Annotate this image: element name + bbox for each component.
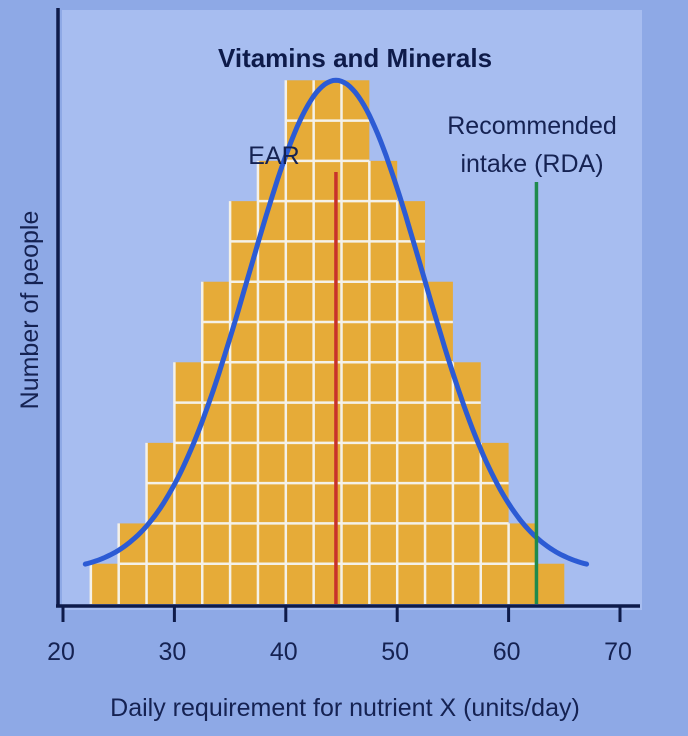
bar [368, 160, 398, 604]
x-tick-label: 50 [381, 638, 409, 666]
bar [535, 563, 565, 604]
bar [173, 362, 203, 604]
bar-fill [536, 563, 565, 604]
bar [117, 523, 147, 604]
x-tick-label: 40 [270, 638, 298, 666]
rda-label-line: intake (RDA) [460, 150, 603, 178]
y-axis-label: Number of people [16, 211, 44, 410]
x-tick-label: 70 [604, 638, 632, 666]
bar [284, 80, 314, 605]
x-tick-label: 60 [493, 638, 521, 666]
ear-label: EAR [248, 142, 299, 170]
bar-fill [90, 563, 119, 604]
x-tick-label: 30 [158, 638, 186, 666]
axes: 20 30 40 50 60 70 [47, 8, 640, 666]
bar [89, 563, 119, 604]
chart-title: Vitamins and Minerals [218, 43, 492, 73]
bar [395, 201, 426, 604]
rda-label-line: Recommended [447, 112, 617, 140]
x-tick-label: 20 [47, 638, 75, 666]
bar-fill [369, 160, 398, 604]
annotations: EAR Recommended intake (RDA) [248, 112, 617, 604]
bar [507, 523, 537, 604]
bar [451, 362, 481, 604]
bar-fill [285, 80, 314, 605]
bar [340, 80, 370, 605]
curve-layer [82, 77, 590, 567]
bar [479, 442, 509, 604]
bar-fill [341, 80, 370, 605]
x-axis-label: Daily requirement for nutrient X (units/… [110, 694, 580, 722]
bar [201, 281, 231, 604]
normal-curve [82, 77, 590, 567]
bar [228, 201, 258, 604]
